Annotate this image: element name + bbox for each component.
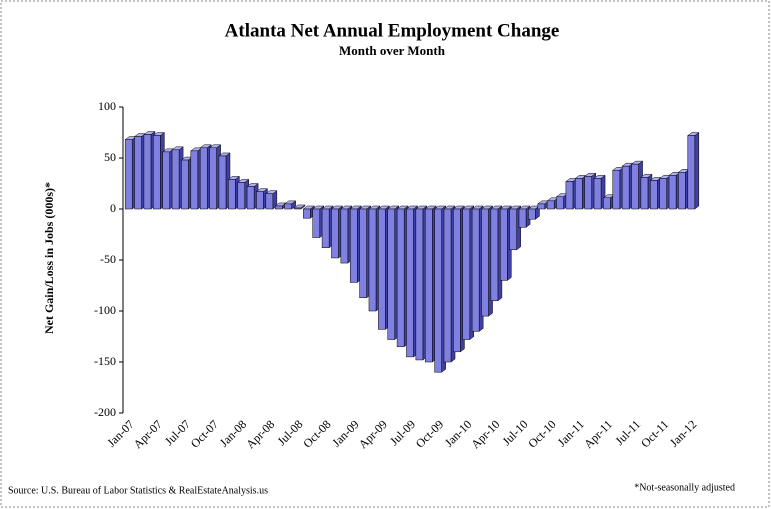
- y-axis-label: Net Gain/Loss in Jobs (000s)*: [42, 182, 56, 334]
- bar: [181, 159, 189, 210]
- bar: [612, 169, 621, 210]
- bar: [378, 208, 386, 330]
- bar: [171, 149, 180, 210]
- bar: [228, 179, 236, 210]
- y-tick-label: 100: [98, 99, 116, 113]
- bar: [490, 208, 499, 302]
- bar: [584, 176, 592, 210]
- bar: [331, 208, 339, 259]
- bar: [134, 136, 142, 210]
- bar: [621, 165, 630, 210]
- bar: [678, 172, 686, 210]
- bar-side: [694, 132, 700, 210]
- y-tick-label: -150: [94, 354, 116, 368]
- bar: [321, 208, 330, 249]
- bar: [256, 191, 264, 210]
- bar: [396, 208, 405, 347]
- bar: [462, 208, 471, 340]
- source: Source: U.S. Bureau of Labor Statistics …: [8, 485, 268, 496]
- bar: [453, 208, 461, 353]
- bar: [603, 197, 611, 210]
- note: *Not-seasonally adjusted: [634, 482, 735, 493]
- bar: [687, 135, 696, 210]
- bar: [528, 208, 536, 220]
- bar: [387, 208, 396, 340]
- bar: [424, 208, 433, 363]
- bar: [631, 163, 639, 210]
- bar: [349, 208, 358, 283]
- bar: [359, 208, 367, 298]
- bar: [434, 208, 442, 373]
- y-tick-label: -100: [94, 303, 116, 317]
- bar: [509, 208, 517, 251]
- y-tick-label: 0: [110, 201, 116, 215]
- bar: [274, 205, 283, 210]
- bar: [162, 151, 170, 210]
- bar: [284, 203, 292, 210]
- bar: [209, 147, 217, 210]
- chart-title: Atlanta Net Annual Employment Change: [225, 20, 560, 41]
- bar: [199, 147, 208, 210]
- bar: [556, 196, 564, 210]
- bar: [124, 139, 133, 210]
- bar: [593, 178, 602, 210]
- bar: [312, 208, 320, 238]
- bar: [340, 208, 349, 264]
- y-tick-label: -200: [94, 405, 116, 419]
- bar: [500, 208, 508, 281]
- bar: [218, 155, 227, 210]
- bar: [303, 208, 311, 219]
- chart-subtitle: Month over Month: [339, 43, 446, 58]
- bar: [575, 178, 583, 210]
- y-tick-label: -50: [100, 252, 116, 266]
- bar: [265, 193, 274, 210]
- bar: [368, 208, 377, 312]
- bar: [546, 200, 555, 210]
- bar: [293, 207, 302, 210]
- bar: [518, 208, 527, 228]
- bar: [565, 181, 574, 210]
- bar: [415, 208, 424, 361]
- bar: [443, 208, 452, 363]
- bar: [246, 186, 255, 210]
- bar: [650, 180, 658, 210]
- bar: [237, 182, 245, 210]
- bar: [143, 134, 152, 210]
- bar: [190, 150, 199, 210]
- bar: [471, 208, 480, 332]
- bar: [153, 135, 161, 210]
- bar: [537, 203, 546, 210]
- bar: [659, 178, 667, 210]
- y-tick-label: 50: [104, 150, 116, 164]
- bar: [481, 208, 489, 317]
- bar: [640, 177, 649, 210]
- bar: [668, 175, 677, 210]
- bar: [406, 208, 414, 358]
